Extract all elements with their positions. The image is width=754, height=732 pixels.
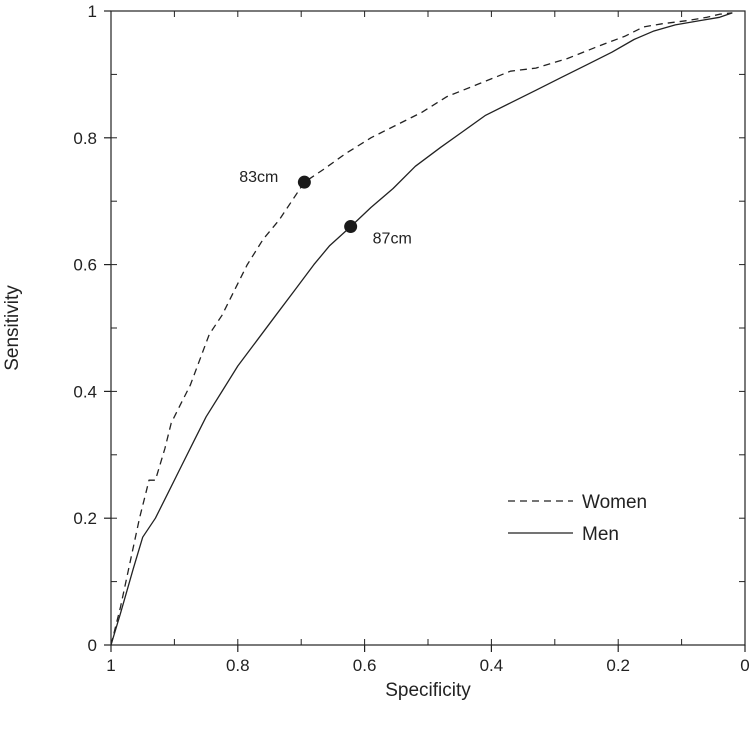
cutoff-label-men: 87cm (373, 231, 412, 248)
legend: Women Men (508, 492, 647, 545)
plot-area (110, 10, 746, 646)
y-axis-label: Sensitivity (2, 285, 23, 371)
x-tick-label: 0 (740, 656, 749, 675)
legend-label-men: Men (582, 524, 619, 545)
series-line-women (110, 12, 733, 646)
y-tick-label: 1 (88, 2, 97, 21)
x-tick-label: 1 (106, 656, 115, 675)
cutoff-point-men (344, 220, 358, 234)
y-tick-label: 0 (88, 636, 97, 655)
axis-ticks: 1 0.8 0.6 0.4 0.2 0 0 0.2 0.4 0.6 0.8 1 (73, 2, 749, 675)
y-tick-label: 0.4 (73, 382, 97, 401)
x-tick-label: 0.4 (480, 656, 504, 675)
y-tick-label: 0.8 (73, 129, 97, 148)
x-tick-label: 0.6 (353, 656, 377, 675)
y-tick-label: 0.2 (73, 509, 97, 528)
y-tick-label: 0.6 (73, 256, 97, 275)
cutoff-point-women (297, 175, 311, 189)
cutoff-label-women: 83cm (239, 169, 278, 186)
legend-label-women: Women (582, 492, 647, 513)
x-axis-label: Specificity (385, 680, 471, 701)
series-line-men (110, 12, 733, 646)
plot-frame (110, 10, 746, 646)
series-layer (110, 12, 733, 646)
x-tick-label: 0.8 (226, 656, 250, 675)
annotation-layer: 83cm 87cm (239, 169, 412, 247)
x-tick-label: 0.2 (606, 656, 630, 675)
